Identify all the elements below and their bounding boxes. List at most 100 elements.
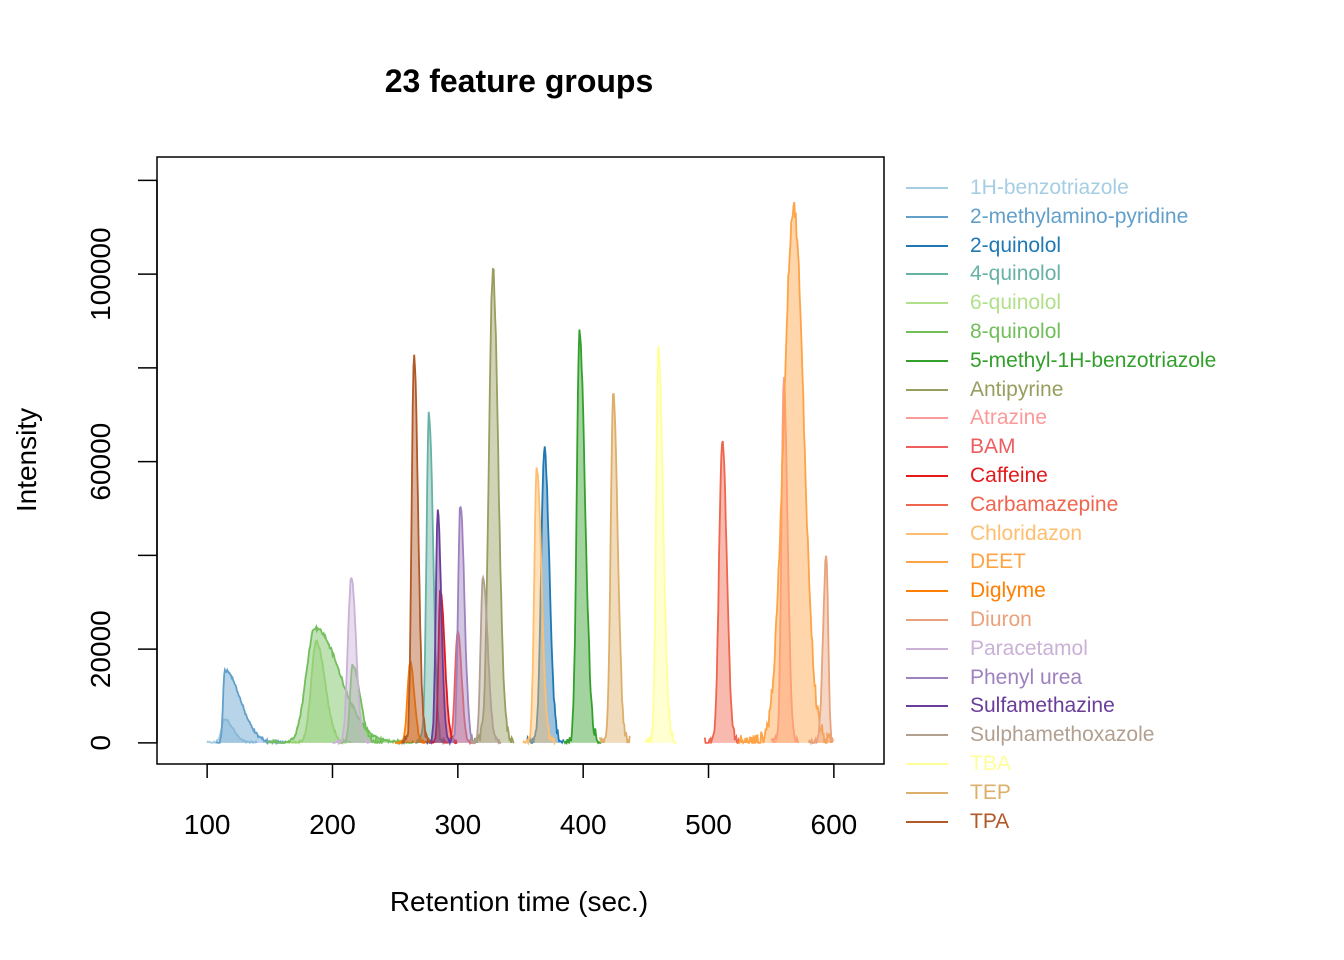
legend-label: Diuron	[970, 608, 1032, 631]
legend-swatch	[906, 187, 948, 189]
x-tick-label: 300	[434, 809, 481, 840]
legend-swatch	[906, 331, 948, 333]
legend-item-diglyme: Diglyme	[906, 577, 1326, 605]
y-tick-label: 60000	[85, 423, 116, 501]
legend-item-phenyl-urea: Phenyl urea	[906, 664, 1326, 692]
legend-swatch	[906, 359, 948, 362]
legend-swatch	[906, 590, 948, 593]
legend-item-tpa: TPA	[906, 808, 1326, 836]
peak-area-atrazine	[771, 377, 799, 743]
peak-area-8-quinolol	[267, 626, 414, 743]
peak-line-5-methyl-1h-benzotriazole	[563, 329, 602, 746]
peak-area-4-quinolol	[415, 411, 445, 743]
legend-label: Atrazine	[970, 406, 1048, 430]
legend-label: Caffeine	[970, 464, 1048, 487]
legend-swatch	[906, 417, 948, 420]
legend-item-sulfamethazine: Sulfamethazine	[906, 692, 1326, 720]
x-tick-label: 100	[184, 809, 231, 840]
peak-line-1h-benzotriazole	[206, 718, 258, 745]
peak-line-chloridazon	[522, 467, 557, 746]
legend-label: 6-quinolol	[970, 291, 1062, 315]
peak-line-paracetamol	[332, 576, 371, 746]
peak-area-carbamazepine	[704, 441, 740, 743]
legend-label: 2-quinolol	[970, 233, 1062, 257]
legend-swatch	[906, 734, 948, 737]
peak-area-chloridazon	[523, 467, 556, 743]
legend-swatch	[906, 475, 948, 477]
legend-label: Sulfamethazine	[970, 694, 1115, 718]
peak-area-bam	[442, 631, 473, 743]
peak-line-tba	[644, 345, 677, 744]
legend-swatch	[906, 388, 948, 391]
legend-item-8-quinolol: 8-quinolol	[906, 318, 1326, 346]
x-tick-label: 200	[309, 809, 356, 840]
peak-area-phenyl-urea	[447, 507, 477, 743]
legend-label: BAM	[970, 435, 1016, 459]
legend-swatch	[906, 503, 948, 506]
peak-line-8-quinolol	[266, 623, 415, 746]
legend-item-sulphamethoxazole: Sulphamethoxazole	[906, 721, 1326, 749]
legend-label: TBA	[970, 752, 1011, 775]
peak-line-8-quinolol-1	[338, 663, 383, 745]
y-tick-label: 20000	[85, 610, 116, 688]
legend-swatch	[906, 561, 948, 564]
peak-area-6-quinolol	[288, 640, 351, 743]
peak-line-tep	[598, 392, 631, 744]
legend-item-deet: DEET	[906, 548, 1326, 576]
peak-area-2-quinolol	[526, 446, 564, 743]
legend-label: 5-methyl-1H-benzotriazole	[970, 348, 1217, 372]
legend-swatch	[906, 705, 948, 708]
peak-line-4-quinolol	[415, 411, 446, 746]
peak-line-diuron	[807, 555, 834, 746]
peaks-layer	[206, 202, 835, 747]
legend-swatch	[906, 215, 948, 218]
legend-swatch	[906, 820, 948, 823]
x-axis-label: Retention time (sec.)	[390, 886, 648, 917]
legend-item-tep: TEP	[906, 779, 1326, 807]
legend-item-paracetamol: Paracetamol	[906, 635, 1326, 663]
legend-swatch	[906, 302, 948, 305]
y-axis: 0 20000 60000 100000	[85, 179, 158, 751]
legend-swatch	[906, 244, 948, 247]
legend-item-6-quinolol: 6-quinolol	[906, 289, 1326, 317]
legend-label: 8-quinolol	[970, 320, 1062, 343]
legend-label: Diglyme	[970, 579, 1046, 603]
peak-area-paracetamol	[332, 578, 371, 743]
legend-swatch	[906, 532, 948, 535]
legend-item-1h-benzotriazole: 1H-benzotriazole	[906, 174, 1326, 202]
legend-item-2-quinolol: 2-quinolol	[906, 232, 1326, 260]
peak-line-sulphamethoxazole	[469, 574, 502, 745]
legend-label: TPA	[970, 809, 1010, 833]
peak-line-deet	[737, 202, 835, 745]
legend-item-diuron: Diuron	[906, 606, 1326, 634]
legend-label: 2-methylamino-pyridine	[970, 204, 1189, 228]
peak-area-sulfamethazine	[426, 509, 452, 743]
x-tick-label: 400	[560, 809, 607, 840]
legend-swatch	[906, 619, 948, 621]
peak-line-sulfamethazine	[425, 509, 453, 747]
x-axis: 100 200 300 400 500 600	[184, 763, 858, 840]
legend-label: Sulphamethoxazole	[970, 723, 1155, 747]
x-tick-label: 600	[811, 809, 858, 840]
peak-area-5-methyl-1h-benzotriazole	[564, 329, 602, 743]
legend-label: Carbamazepine	[970, 492, 1119, 516]
legend-label: Paracetamol	[970, 636, 1088, 660]
legend-item-bam: BAM	[906, 433, 1326, 461]
peak-line-antipyrine	[469, 267, 515, 744]
legend-swatch	[906, 273, 948, 276]
legend-item-carbamazepine: Carbamazepine	[906, 491, 1326, 519]
legend-swatch	[906, 446, 948, 449]
peak-line-phenyl-urea	[447, 505, 478, 745]
peak-line-carbamazepine	[703, 440, 741, 745]
legend-item-2-methylamino-pyridine: 2-methylamino-pyridine	[906, 203, 1326, 231]
peak-area-sulphamethoxazole	[470, 577, 502, 743]
peak-area-diglyme	[395, 662, 426, 743]
legend-item-5-methyl-1h-benzotriazole: 5-methyl-1H-benzotriazole	[906, 347, 1326, 375]
y-axis-label: Intensity	[11, 408, 42, 512]
legend-label: 1H-benzotriazole	[970, 176, 1129, 199]
legend-label: Antipyrine	[970, 377, 1064, 401]
peak-area-tep	[599, 394, 631, 743]
legend-swatch	[906, 791, 948, 794]
y-tick-label: 100000	[85, 227, 116, 320]
